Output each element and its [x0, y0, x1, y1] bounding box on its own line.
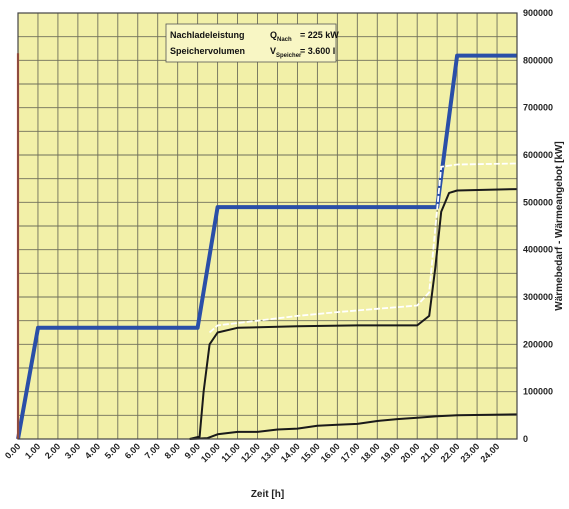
x-tick-label: 16.00	[319, 441, 342, 464]
annotation-row1-value: = 225 kW	[300, 30, 339, 40]
series-line-1	[189, 188, 518, 440]
y-axis-title: Wärmebedarf - Wärmeangebot [kW]	[554, 141, 565, 310]
series-line-0	[16, 53, 517, 440]
annotation-row1-symbol: QNach	[270, 30, 292, 43]
x-tick-label: 8.00	[163, 441, 182, 460]
x-tick-label: 18.00	[359, 441, 382, 464]
x-tick-label: 4.00	[83, 441, 102, 460]
annotation-row2-label: Speichervolumen	[170, 46, 245, 56]
x-tick-label: 3.00	[63, 441, 82, 460]
annotation-row2-symbol: VSpeicher	[270, 46, 302, 59]
x-tick-label: 11.00	[219, 441, 242, 464]
y-tick-label: 700000	[523, 103, 553, 113]
annotation-row2-symbol-main: V	[270, 46, 276, 56]
x-tick-label: 14.00	[279, 441, 302, 464]
x-tick-label: 24.00	[478, 441, 501, 464]
x-tick-label: 1.00	[23, 441, 42, 460]
x-tick-label: 6.00	[123, 441, 142, 460]
x-tick-label: 19.00	[379, 441, 402, 464]
x-tick-label: 21.00	[419, 441, 442, 464]
grid	[17, 12, 518, 440]
plot-frame	[17, 12, 518, 440]
annotation-row1-label: Nachladeleistung	[170, 30, 245, 40]
y-tick-label: 400000	[523, 245, 553, 255]
annotation-row2-value: = 3.600 l	[300, 46, 335, 56]
x-tick-label: 15.00	[299, 441, 322, 464]
y-tick-label: 200000	[523, 339, 553, 349]
annotation-box: Nachladeleistung QNach = 225 kW Speicher…	[165, 23, 339, 63]
series-line-3	[209, 162, 518, 334]
y-tick-label: 600000	[523, 150, 553, 160]
x-tick-label: 13.00	[259, 441, 282, 464]
x-tick-label: 10.00	[199, 441, 222, 464]
y-tick-label: 300000	[523, 292, 553, 302]
series-line-2	[189, 413, 518, 440]
x-tick-label: 23.00	[458, 441, 481, 464]
x-tick-label: 12.00	[239, 441, 262, 464]
annotation-row1-symbol-main: Q	[270, 30, 277, 40]
x-axis-title: Zeit [h]	[251, 489, 284, 500]
x-tick-label: 2.00	[43, 441, 62, 460]
annotation-box-frame	[165, 23, 337, 63]
y-tick-label: 0	[523, 434, 528, 444]
y-tick-label: 900000	[523, 8, 553, 18]
x-tick-label: 7.00	[143, 441, 162, 460]
y-tick-label: 800000	[523, 55, 553, 65]
y-tick-label: 500000	[523, 197, 553, 207]
x-tick-label: 17.00	[339, 441, 362, 464]
annotation-row1-symbol-sub: Nach	[277, 37, 292, 43]
x-tick-label: 0.00	[3, 441, 22, 460]
y-tick-label: 100000	[523, 387, 553, 397]
x-tick-label: 20.00	[399, 441, 422, 464]
annotation-row2-symbol-sub: Speicher	[276, 53, 302, 59]
x-tick-label: 5.00	[103, 441, 122, 460]
x-tick-label: 22.00	[439, 441, 462, 464]
